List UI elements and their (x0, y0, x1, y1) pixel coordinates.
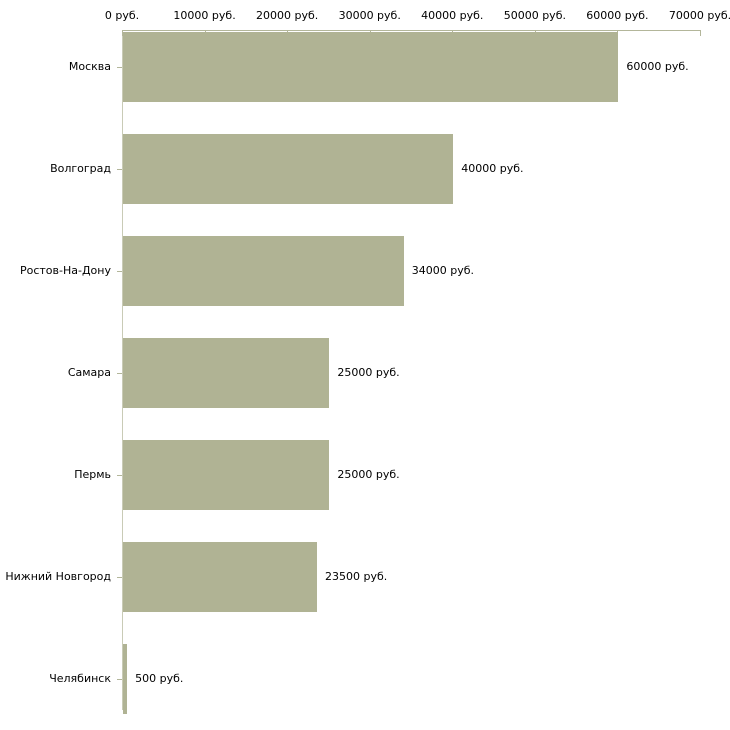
y-axis-tick-mark (117, 373, 122, 374)
x-axis-tick-label: 20000 руб. (256, 9, 319, 22)
bar-value-label: 500 руб. (135, 672, 184, 685)
y-axis-tick-mark (117, 679, 122, 680)
y-axis-category-label-wrapper: Москва (0, 61, 114, 73)
x-axis-tick-mark (700, 30, 701, 36)
y-axis-category-label-wrapper: Пермь (0, 469, 114, 481)
bar (123, 440, 330, 510)
y-axis-category-label-wrapper: Самара (0, 367, 114, 379)
y-axis-category-label: Волгоград (50, 162, 111, 175)
y-axis-category-label-wrapper: Волгоград (0, 163, 114, 175)
y-axis-tick-mark (117, 475, 122, 476)
y-axis-line (122, 30, 123, 710)
x-axis-tick-label: 30000 руб. (338, 9, 401, 22)
x-axis-line (122, 30, 700, 31)
y-axis-tick-mark (117, 169, 122, 170)
x-axis-tick-label: 70000 руб. (668, 9, 730, 22)
y-axis-category-label: Нижний Новгород (5, 570, 111, 583)
bar (123, 236, 404, 306)
x-axis-tick-label: 0 руб. (104, 9, 140, 22)
y-axis-category-label: Ростов-На-Дону (19, 264, 111, 277)
bar-value-label: 23500 руб. (325, 570, 388, 583)
y-axis-category-label-wrapper: Нижний Новгород (0, 571, 114, 583)
bar-value-label: 60000 руб. (626, 60, 689, 73)
x-axis-tick-label: 50000 руб. (503, 9, 566, 22)
bar (123, 338, 330, 408)
bar (123, 542, 318, 612)
x-axis-tick-label: 40000 руб. (421, 9, 484, 22)
x-axis-tick-mark (122, 30, 123, 36)
bar-value-label: 25000 руб. (337, 366, 400, 379)
y-axis-tick-mark (117, 271, 122, 272)
y-axis-category-label-wrapper: Ростов-На-Дону (0, 265, 114, 277)
y-axis-category-label: Москва (68, 60, 111, 73)
x-axis-tick-label: 60000 руб. (586, 9, 649, 22)
y-axis-tick-mark (117, 577, 122, 578)
bar-value-label: 34000 руб. (411, 264, 474, 277)
y-axis-category-label: Пермь (74, 468, 111, 481)
bar-value-label: 40000 руб. (461, 162, 524, 175)
bar (123, 32, 619, 102)
bar-value-label: 25000 руб. (337, 468, 400, 481)
y-axis-category-label: Челябинск (49, 672, 111, 685)
y-axis-category-label-wrapper: Челябинск (0, 673, 114, 685)
x-axis-tick-label: 10000 руб. (173, 9, 236, 22)
bar (123, 644, 128, 714)
bar (123, 134, 454, 204)
y-axis-category-label: Самара (67, 366, 111, 379)
y-axis-tick-mark (117, 67, 122, 68)
